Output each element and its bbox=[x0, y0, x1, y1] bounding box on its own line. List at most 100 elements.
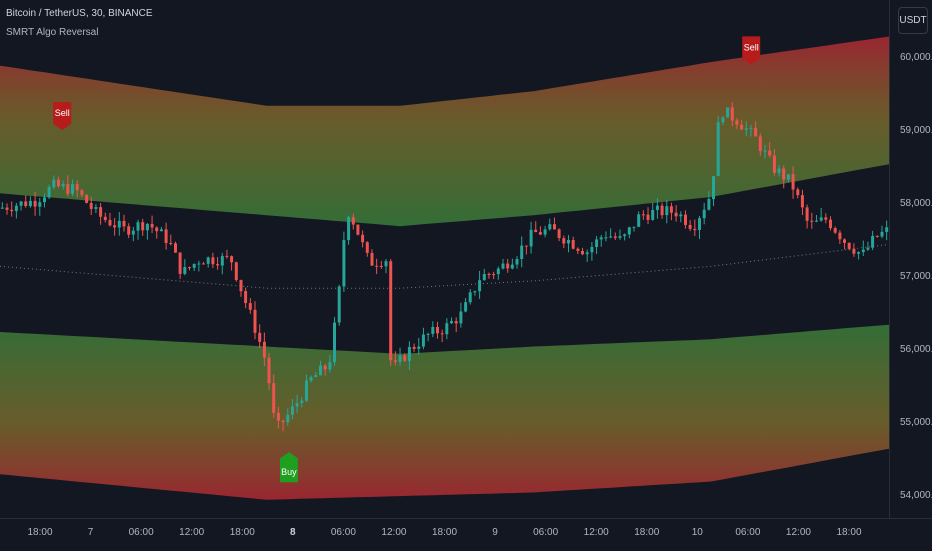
candle bbox=[333, 316, 336, 366]
candle bbox=[627, 226, 631, 239]
candle bbox=[57, 176, 60, 188]
candle bbox=[857, 251, 861, 260]
candle bbox=[543, 225, 547, 238]
price-tick-label: 55,000.00 bbox=[900, 417, 932, 429]
candle bbox=[319, 360, 322, 376]
candle bbox=[726, 107, 730, 118]
candle bbox=[244, 287, 248, 309]
candle bbox=[440, 329, 444, 343]
candle bbox=[665, 199, 669, 224]
time-tick-label: 18:00 bbox=[634, 527, 660, 538]
candle bbox=[267, 352, 271, 390]
candle bbox=[567, 235, 570, 253]
candle bbox=[38, 197, 42, 216]
candle bbox=[487, 272, 491, 279]
candle bbox=[272, 374, 276, 419]
candle bbox=[314, 372, 318, 378]
candle bbox=[501, 258, 505, 270]
candle bbox=[674, 205, 678, 222]
candle bbox=[688, 220, 692, 232]
candle bbox=[431, 321, 435, 338]
candle bbox=[744, 121, 748, 137]
candle bbox=[763, 145, 767, 159]
candle bbox=[534, 221, 538, 233]
candle bbox=[637, 211, 641, 228]
candle bbox=[838, 230, 842, 245]
candle bbox=[538, 226, 542, 236]
candle bbox=[389, 258, 393, 367]
time-tick-label: 06:00 bbox=[533, 527, 559, 538]
candle bbox=[417, 337, 421, 355]
candle bbox=[211, 252, 215, 269]
time-tick-label: 18:00 bbox=[431, 527, 458, 538]
price-tick-label: 54,000.00 bbox=[900, 490, 932, 502]
candle bbox=[553, 217, 556, 230]
candle bbox=[833, 226, 837, 235]
upper-band bbox=[0, 36, 889, 227]
candle bbox=[155, 226, 159, 239]
candle bbox=[347, 215, 351, 245]
price-chart[interactable]: Sell Sell Buy bbox=[0, 0, 889, 518]
candle bbox=[28, 196, 32, 208]
candle bbox=[5, 203, 9, 215]
price-tick-label: 56,000.00 bbox=[900, 344, 932, 356]
time-tick-label: 10 bbox=[691, 527, 703, 538]
candle bbox=[478, 270, 482, 299]
candle bbox=[136, 219, 140, 240]
candle bbox=[632, 226, 636, 232]
time-axis[interactable] bbox=[0, 518, 932, 551]
candle bbox=[749, 125, 753, 137]
candle bbox=[127, 223, 131, 239]
time-tick-label: 06:00 bbox=[735, 527, 761, 538]
candle bbox=[529, 221, 533, 254]
candle bbox=[459, 302, 463, 328]
candle bbox=[19, 200, 23, 211]
candle bbox=[141, 218, 145, 236]
candle bbox=[94, 204, 98, 214]
candle bbox=[599, 234, 603, 247]
candle bbox=[669, 202, 673, 221]
candle bbox=[131, 226, 135, 242]
candle bbox=[866, 241, 870, 251]
currency-button[interactable]: USDT bbox=[898, 7, 928, 34]
candle bbox=[684, 210, 687, 229]
candle bbox=[178, 252, 182, 279]
candle bbox=[43, 193, 46, 208]
candle bbox=[398, 347, 402, 366]
candle bbox=[740, 120, 744, 130]
time-tick-label: 8 bbox=[290, 527, 296, 538]
candle bbox=[89, 196, 93, 215]
sell-signal-marker[interactable]: Sell bbox=[53, 102, 72, 131]
candle bbox=[702, 202, 706, 225]
candle bbox=[230, 255, 234, 271]
candle bbox=[47, 184, 51, 200]
candle bbox=[10, 201, 14, 217]
candle bbox=[445, 318, 449, 340]
buy-signal-marker[interactable]: Buy bbox=[279, 452, 298, 483]
time-tick-label: 12:00 bbox=[179, 527, 205, 538]
candle bbox=[169, 234, 173, 246]
sell-signal-label: Sell bbox=[744, 42, 759, 52]
candle bbox=[356, 224, 360, 236]
candle bbox=[698, 215, 701, 240]
candle bbox=[225, 249, 229, 259]
candle bbox=[122, 214, 126, 232]
candle bbox=[581, 247, 584, 256]
symbol-title[interactable]: Bitcoin / TetherUS, 30, BINANCE bbox=[6, 8, 153, 19]
candle bbox=[716, 116, 720, 177]
indicator-name[interactable]: SMRT Algo Reversal bbox=[6, 27, 99, 38]
sell-signal-marker[interactable]: Sell bbox=[742, 36, 761, 65]
candle bbox=[342, 231, 346, 292]
candle bbox=[286, 408, 290, 426]
candle bbox=[721, 115, 725, 126]
candle bbox=[384, 258, 388, 274]
candle bbox=[712, 175, 715, 207]
candle bbox=[871, 230, 875, 251]
candle bbox=[375, 258, 379, 275]
candle bbox=[403, 353, 407, 363]
price-axis[interactable] bbox=[889, 0, 932, 518]
candle bbox=[805, 204, 809, 229]
candle bbox=[707, 191, 711, 211]
buy-signal-label: Buy bbox=[281, 467, 297, 477]
candle bbox=[450, 317, 453, 325]
